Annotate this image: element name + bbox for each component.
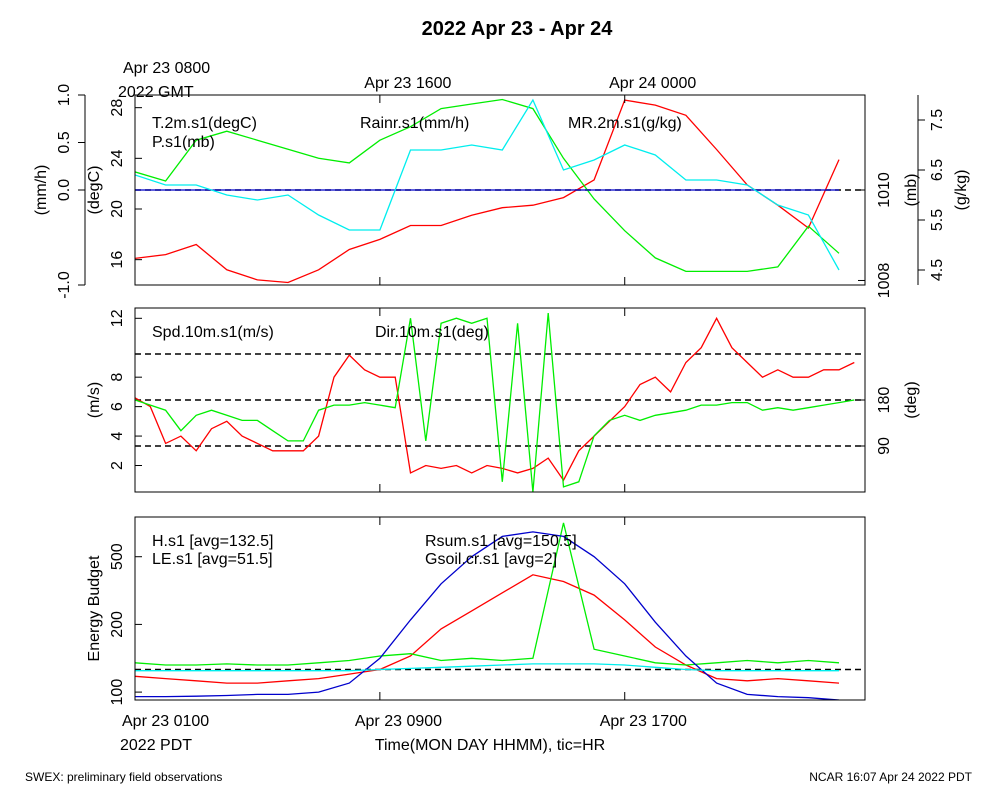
chart-title: 2022 Apr 23 - Apr 24 (422, 18, 614, 40)
y-tick-label: 1010 (876, 172, 893, 208)
footer-right: NCAR 16:07 Apr 24 2022 PDT (809, 770, 972, 784)
y-tick-label: 12 (109, 309, 126, 327)
legend-entry: Dir.10m.s1(deg) (375, 324, 489, 341)
y-tick-label: 8 (109, 373, 126, 382)
y-tick-label: 1008 (876, 263, 893, 299)
series-line (135, 98, 840, 271)
series-line (135, 98, 840, 273)
y-tick-label: 0.5 (56, 131, 73, 153)
y-tick-label: 1.0 (56, 84, 73, 106)
legend-entry: LE.s1 [avg=51.5] (152, 551, 273, 568)
y-tick-label: 4.5 (929, 259, 946, 281)
y-tick-label: -1.0 (56, 271, 73, 299)
series-line (135, 531, 840, 700)
footer-left: SWEX: preliminary field observations (25, 770, 222, 784)
legend-entry: MR.2m.s1(g/kg) (568, 115, 682, 132)
y-axis-label: (deg) (903, 381, 920, 418)
y-tick-label: 500 (109, 543, 126, 570)
x-tick-label: Apr 23 1700 (600, 713, 687, 730)
x2-tick-label: Apr 23 0800 (123, 60, 210, 77)
legend-entry: Gsoil.cr.s1 [avg=2] (425, 551, 557, 568)
y-axis-label: (degC) (86, 166, 103, 215)
x-sublabel: 2022 PDT (120, 737, 192, 754)
legend-entry: P.s1(mb) (152, 134, 215, 151)
x2-tick-label: Apr 24 0000 (609, 75, 696, 92)
y-tick-label: 5.5 (929, 209, 946, 231)
y-axis-label: (mb) (903, 174, 920, 207)
legend-entry: T.2m.s1(degC) (152, 115, 257, 132)
y-tick-label: 16 (109, 251, 126, 269)
y-axis-label: (mm/h) (33, 165, 50, 216)
y-tick-label: 24 (109, 149, 126, 167)
y-tick-label: 7.5 (929, 109, 946, 131)
y-tick-label: 200 (109, 611, 126, 638)
legend-entry: Spd.10m.s1(m/s) (152, 324, 274, 341)
y-axis-label: (g/kg) (953, 170, 970, 211)
series-line (135, 99, 840, 284)
x-tick-label: Apr 23 0900 (355, 713, 442, 730)
legend-entry: H.s1 [avg=132.5] (152, 533, 273, 550)
x-tick-label: Apr 23 0100 (122, 713, 209, 730)
series-line (135, 522, 840, 666)
legend-entry: Rsum.s1 [avg=150.5] (425, 533, 577, 550)
y-tick-label: 6.5 (929, 159, 946, 181)
y-tick-label: 100 (109, 679, 126, 706)
x-axis-label: Time(MON DAY HHMM), tic=HR (375, 737, 605, 754)
series-line (135, 313, 855, 492)
y-tick-label: 180 (876, 387, 893, 414)
y-axis-label: Energy Budget (86, 555, 103, 661)
series-line (135, 574, 840, 684)
y-tick-label: 2 (109, 461, 126, 470)
x2-sublabel: 2022 GMT (118, 84, 194, 101)
y-tick-label: 90 (876, 437, 893, 455)
x2-tick-label: Apr 23 1600 (364, 75, 451, 92)
y-tick-label: 28 (109, 99, 126, 117)
plot-frame (134, 516, 866, 701)
y-axis-label: (m/s) (86, 382, 103, 418)
y-tick-label: 6 (109, 402, 126, 411)
y-tick-label: 4 (109, 432, 126, 441)
y-tick-label: 0.0 (56, 179, 73, 201)
series-line (135, 663, 839, 672)
y-tick-label: 20 (109, 200, 126, 218)
legend-entry: Rainr.s1(mm/h) (360, 115, 469, 132)
series-line (135, 316, 855, 482)
